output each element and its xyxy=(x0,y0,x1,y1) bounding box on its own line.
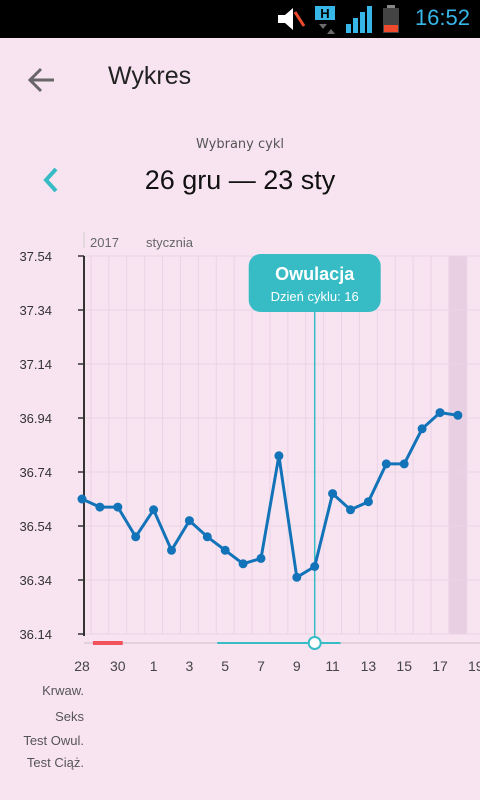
battery-icon xyxy=(383,5,399,33)
x-tick-label: 13 xyxy=(361,658,377,674)
row-label-pregnancy-test: Test Ciąż. xyxy=(26,755,84,770)
clock: 16:52 xyxy=(414,5,470,30)
x-tick-label: 28 xyxy=(74,658,90,674)
temperature-point xyxy=(381,459,391,469)
chevron-left-icon xyxy=(43,167,58,193)
x-tick-label: 9 xyxy=(293,658,301,674)
h-network-icon: H xyxy=(315,6,335,34)
previous-cycle-button[interactable] xyxy=(36,163,68,197)
temperature-point xyxy=(363,497,373,507)
today-column xyxy=(448,256,467,634)
temperature-chart[interactable]: 37.54 37.34 37.14 36.94 36.74 36.54 36.34 36.14… xyxy=(0,226,480,680)
temperature-point xyxy=(292,572,302,582)
x-tick-label: 17 xyxy=(432,658,448,674)
y-tick-label: 36.74 xyxy=(19,465,52,480)
temperature-point xyxy=(202,532,212,542)
signal-icon xyxy=(346,6,372,33)
x-tick-label: 3 xyxy=(186,658,194,674)
temperature-point xyxy=(346,505,355,515)
x-tick-label: 19 xyxy=(468,658,480,674)
x-tick-label: 5 xyxy=(221,658,229,674)
temperature-point xyxy=(184,516,194,526)
header-year-label: 2017 xyxy=(90,235,119,250)
temperature-point xyxy=(453,410,463,420)
header-month-label: stycznia xyxy=(146,235,194,250)
temperature-point xyxy=(77,494,87,504)
arrow-left-icon xyxy=(27,67,54,93)
mute-icon xyxy=(278,8,306,30)
temperature-point xyxy=(310,562,320,571)
ovulation-marker-dot xyxy=(307,636,322,650)
temperature-point xyxy=(167,545,176,555)
temperature-point xyxy=(113,502,123,512)
cycle-range: 26 gru — 23 sty xyxy=(144,165,336,195)
temperature-point xyxy=(274,451,284,461)
app-bar: Wykres xyxy=(0,38,480,122)
x-tick-label: 1 xyxy=(150,658,158,674)
y-tick-label: 37.34 xyxy=(19,303,52,318)
temperature-point xyxy=(131,532,141,542)
y-tick-label: 36.34 xyxy=(19,573,52,588)
temperature-point xyxy=(256,553,266,563)
temperature-point xyxy=(220,545,230,555)
row-label-ovulation-test: Test Owul. xyxy=(23,733,84,748)
x-tick-label: 11 xyxy=(325,658,340,674)
ovulation-tooltip[interactable] xyxy=(248,254,381,312)
temperature-point xyxy=(435,408,445,418)
period-bar xyxy=(92,641,123,645)
x-tick-label: 7 xyxy=(257,658,265,674)
ovulation-tooltip-subtitle: Dzień cyklu: 16 xyxy=(271,289,359,304)
back-button[interactable] xyxy=(22,60,62,100)
y-tick-label: 37.54 xyxy=(19,249,52,264)
x-tick-label: 30 xyxy=(110,658,126,674)
svg-text:H: H xyxy=(320,6,329,21)
row-label-sex: Seks xyxy=(55,709,84,724)
temperature-line xyxy=(81,411,459,579)
cycle-caption: Wybrany cykl xyxy=(196,137,284,152)
status-bar: H 16:52 xyxy=(0,0,480,38)
row-label-bleeding: Krwaw. xyxy=(42,683,84,698)
x-tick-label: 15 xyxy=(396,658,412,674)
temperature-point xyxy=(149,505,159,515)
temperature-point xyxy=(328,489,338,499)
page-title: Wykres xyxy=(108,62,192,90)
ovulation-tooltip-title: Owulacja xyxy=(275,264,355,284)
y-tick-label: 36.54 xyxy=(19,519,52,534)
y-tick-label: 37.14 xyxy=(19,357,52,372)
y-tick-label: 36.14 xyxy=(19,627,52,642)
temperature-point xyxy=(417,424,427,434)
temperature-point xyxy=(399,459,409,469)
y-tick-label: 36.94 xyxy=(19,411,52,426)
temperature-point xyxy=(238,559,248,569)
temperature-point xyxy=(95,502,105,512)
